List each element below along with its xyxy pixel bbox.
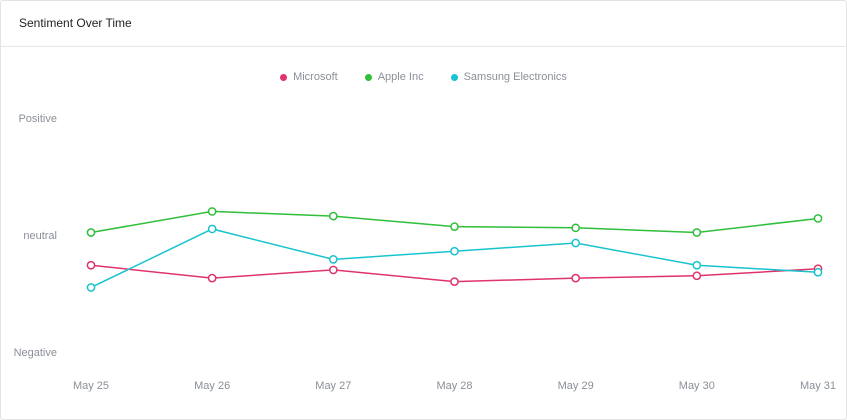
x-tick-label: May 27 — [315, 380, 351, 392]
data-point-microsoft[interactable] — [207, 273, 217, 283]
data-point-apple-inc[interactable] — [692, 228, 702, 237]
legend-item-apple[interactable]: Apple Inc — [364, 71, 424, 83]
data-point-samsung-electronics[interactable] — [328, 255, 338, 264]
data-point-apple-inc[interactable] — [571, 223, 581, 233]
x-tick-label: May 31 — [800, 380, 836, 392]
legend-item-microsoft[interactable]: Microsoft — [280, 71, 338, 83]
data-point-microsoft[interactable] — [86, 260, 96, 270]
data-point-apple-inc[interactable] — [86, 228, 96, 237]
x-tick-label: May 26 — [194, 380, 230, 392]
data-point-samsung-electronics[interactable] — [86, 283, 96, 292]
legend-dot-samsung — [450, 73, 458, 81]
legend-dot-apple — [364, 73, 372, 81]
x-tick-label: May 29 — [558, 380, 594, 392]
card-title: Sentiment Over Time — [19, 16, 132, 30]
y-tick-negative: Negative — [13, 347, 57, 359]
data-point-apple-inc[interactable] — [207, 207, 217, 216]
x-tick-label: May 28 — [436, 380, 472, 392]
data-point-microsoft[interactable] — [328, 265, 338, 275]
card-header: Sentiment Over Time — [1, 1, 846, 47]
legend-label-samsung: Samsung Electronics — [463, 71, 567, 83]
chart-legend: Microsoft Apple Inc Samsung Electronics — [1, 71, 846, 83]
legend-label-apple: Apple Inc — [377, 71, 424, 83]
data-point-microsoft[interactable] — [692, 271, 702, 281]
legend-label-microsoft: Microsoft — [293, 71, 338, 83]
legend-item-samsung[interactable]: Samsung Electronics — [450, 71, 567, 83]
data-point-samsung-electronics[interactable] — [450, 246, 459, 256]
data-point-microsoft[interactable] — [571, 273, 581, 283]
data-point-samsung-electronics[interactable] — [813, 267, 823, 277]
data-point-samsung-electronics[interactable] — [692, 260, 702, 270]
data-point-microsoft[interactable] — [450, 277, 459, 286]
legend-dot-microsoft — [280, 73, 288, 81]
data-point-apple-inc[interactable] — [813, 214, 823, 223]
data-point-samsung-electronics[interactable] — [571, 238, 581, 248]
y-tick-positive: Positive — [18, 113, 57, 125]
data-point-apple-inc[interactable] — [450, 222, 459, 231]
x-tick-label: May 30 — [679, 380, 715, 392]
data-point-apple-inc[interactable] — [328, 211, 338, 221]
x-tick-label: May 25 — [73, 380, 109, 392]
y-tick-neutral: neutral — [23, 230, 57, 242]
data-point-samsung-electronics[interactable] — [207, 224, 217, 234]
